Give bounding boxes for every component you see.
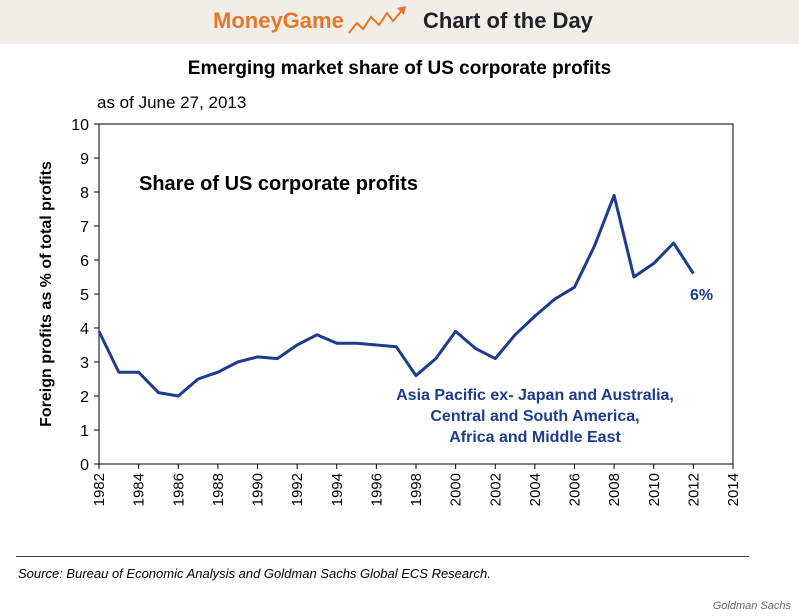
y-tick-label: 3 (80, 355, 89, 372)
y-tick-label: 5 (80, 287, 89, 304)
end-value-label: 6% (690, 287, 713, 304)
brand-moneygame[interactable]: MoneyGame (213, 8, 344, 33)
x-tick-label: 2012 (685, 473, 702, 506)
x-tick-label: 1996 (368, 473, 385, 506)
plot-area (98, 123, 734, 465)
y-tick-label: 4 (80, 321, 89, 338)
chart-title: Emerging market share of US corporate pr… (187, 58, 612, 79)
x-tick-label: 1990 (250, 473, 267, 506)
x-tick-label: 2000 (448, 473, 465, 506)
y-tick-label: 1 (80, 423, 89, 440)
x-tick-label: 2004 (527, 473, 544, 506)
inner-title: Share of US corporate profits (139, 173, 418, 195)
x-tick-label: 2010 (646, 473, 663, 506)
x-tick-label: 2002 (487, 473, 504, 506)
y-tick-label: 8 (80, 185, 89, 202)
x-tick-label: 1984 (131, 473, 148, 506)
y-axis-label: Foreign profits as % of total profits (38, 161, 55, 427)
brand-chart-of-the-day[interactable]: Chart of the Day (423, 8, 593, 33)
chart-subtitle: as of June 27, 2013 (97, 93, 247, 112)
x-tick-label: 1986 (170, 473, 187, 506)
series-label: Asia Pacific ex- Japan and Australia, Ce… (396, 387, 674, 446)
y-tick-label: 9 (80, 151, 89, 168)
y-tick-label: 2 (80, 389, 89, 406)
series-label-line: Central and South America, (430, 408, 639, 425)
x-tick-label: 1998 (408, 473, 425, 506)
source-note: Source: Bureau of Economic Analysis and … (18, 566, 491, 581)
rising-chart-arrow-icon (348, 6, 406, 34)
credit: Goldman Sachs (712, 600, 791, 612)
y-tick-label: 6 (80, 253, 89, 270)
footer-divider (16, 556, 749, 557)
y-tick-label: 10 (71, 117, 89, 134)
x-tick-label: 1988 (210, 473, 227, 506)
x-tick-label: 2008 (606, 473, 623, 506)
x-tick-label: 1982 (91, 473, 108, 506)
x-tick-label: 1994 (329, 473, 346, 506)
series-label-line: Africa and Middle East (449, 429, 621, 446)
x-tick-label: 2006 (567, 473, 584, 506)
chart: 0 1 2 3 4 5 6 7 8 9 10 1982 1984 1986 1988 1990 1992 199… (38, 117, 742, 506)
x-tick-label: 2014 (725, 473, 742, 506)
series-label-line: Asia Pacific ex- Japan and Australia, (396, 387, 674, 404)
y-tick-label: 0 (80, 457, 89, 474)
series-line (97, 193, 695, 398)
banner: MoneyGame Chart of the Day (0, 0, 799, 44)
x-tick-label: 1992 (289, 473, 306, 506)
y-tick-label: 7 (80, 219, 89, 236)
